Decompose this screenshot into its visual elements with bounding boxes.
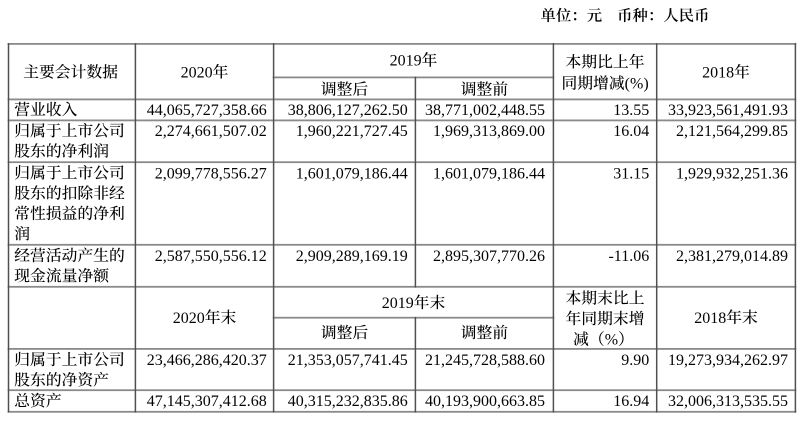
svg-text:1,601,079,186.44: 1,601,079,186.44 xyxy=(433,165,545,182)
svg-text:2020: 2020 xyxy=(173,310,205,327)
svg-text:13.55: 13.55 xyxy=(613,102,649,119)
svg-text:19,273,934,262.97: 19,273,934,262.97 xyxy=(668,352,788,369)
svg-text:2,895,307,770.26: 2,895,307,770.26 xyxy=(433,248,545,265)
svg-text:47,145,307,412.68: 47,145,307,412.68 xyxy=(147,393,267,410)
svg-text:2,381,279,014.89: 2,381,279,014.89 xyxy=(676,248,788,265)
svg-text:1,601,079,186.44: 1,601,079,186.44 xyxy=(296,165,408,182)
svg-text:31.15: 31.15 xyxy=(613,165,649,182)
svg-text:2018: 2018 xyxy=(702,64,734,81)
svg-text:21,353,057,741.45: 21,353,057,741.45 xyxy=(288,352,408,369)
svg-text:1,929,932,251.36: 1,929,932,251.36 xyxy=(676,165,788,182)
svg-text:2019: 2019 xyxy=(382,295,414,312)
svg-text:32,006,313,535.55: 32,006,313,535.55 xyxy=(668,393,788,410)
svg-text:44,065,727,358.66: 44,065,727,358.66 xyxy=(147,102,267,119)
svg-text:2,274,661,507.02: 2,274,661,507.02 xyxy=(155,123,267,140)
svg-text:38,806,127,262.50: 38,806,127,262.50 xyxy=(288,102,408,119)
svg-text:(%): (%) xyxy=(625,76,649,93)
svg-text:2019: 2019 xyxy=(390,53,422,70)
svg-text:2018: 2018 xyxy=(694,310,726,327)
svg-text:33,923,561,491.93: 33,923,561,491.93 xyxy=(668,102,788,119)
svg-text:1,960,221,727.45: 1,960,221,727.45 xyxy=(296,123,408,140)
svg-text:1,969,313,869.00: 1,969,313,869.00 xyxy=(433,123,545,140)
svg-text:9.90: 9.90 xyxy=(621,352,649,369)
svg-text:21,245,728,588.60: 21,245,728,588.60 xyxy=(425,352,545,369)
svg-text:2020: 2020 xyxy=(181,64,213,81)
svg-text:2,587,550,556.12: 2,587,550,556.12 xyxy=(155,248,267,265)
svg-text:2,909,289,169.19: 2,909,289,169.19 xyxy=(296,248,408,265)
svg-text:2,121,564,299.85: 2,121,564,299.85 xyxy=(676,123,788,140)
svg-text:2,099,778,556.27: 2,099,778,556.27 xyxy=(155,165,267,182)
svg-text:23,466,286,420.37: 23,466,286,420.37 xyxy=(147,352,267,369)
svg-text:40,193,900,663.85: 40,193,900,663.85 xyxy=(425,393,545,410)
svg-text:%: % xyxy=(605,332,618,349)
svg-text:16.94: 16.94 xyxy=(613,393,649,410)
svg-text:38,771,002,448.55: 38,771,002,448.55 xyxy=(425,102,545,119)
svg-text:40,315,232,835.86: 40,315,232,835.86 xyxy=(288,393,408,410)
svg-text:16.04: 16.04 xyxy=(613,123,649,140)
svg-text:-11.06: -11.06 xyxy=(608,248,649,265)
